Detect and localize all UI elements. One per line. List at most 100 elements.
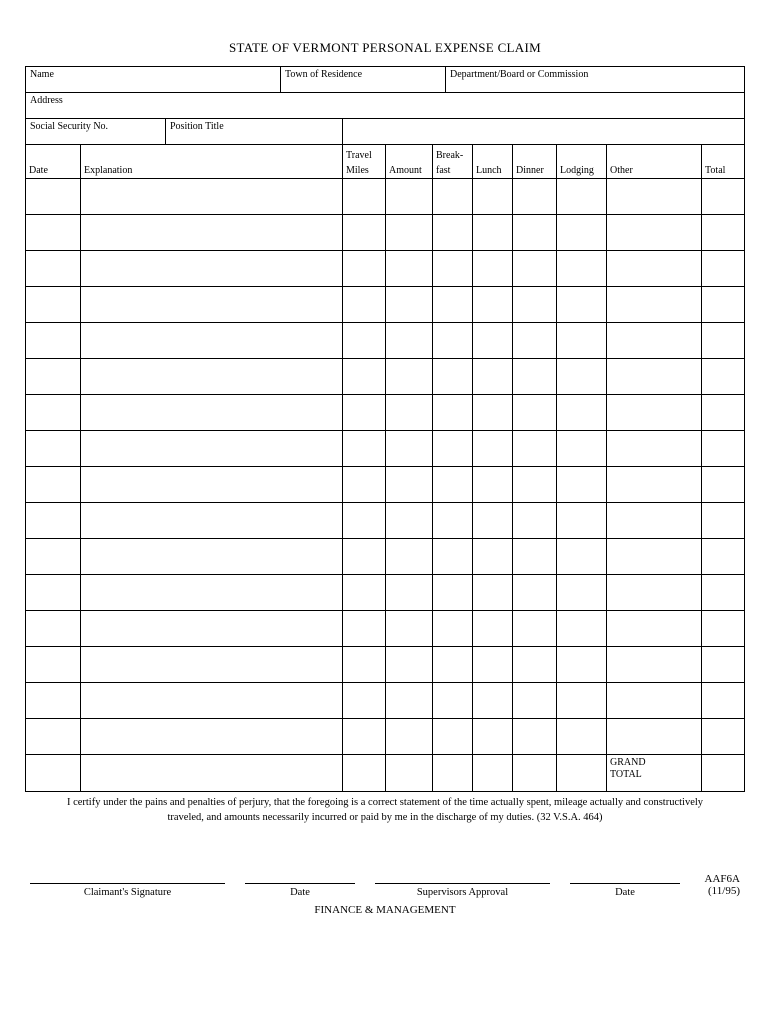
table-cell[interactable] bbox=[386, 287, 433, 322]
table-cell[interactable] bbox=[26, 467, 81, 502]
table-cell[interactable] bbox=[702, 251, 744, 286]
table-cell[interactable] bbox=[607, 431, 702, 466]
ssn-field[interactable]: Social Security No. bbox=[26, 119, 166, 144]
table-cell[interactable] bbox=[607, 287, 702, 322]
table-cell[interactable] bbox=[557, 251, 607, 286]
supervisor-approval[interactable]: Supervisors Approval bbox=[375, 883, 550, 898]
table-cell[interactable] bbox=[473, 611, 513, 646]
name-field[interactable]: Name bbox=[26, 67, 281, 92]
table-cell[interactable] bbox=[81, 287, 343, 322]
table-cell[interactable] bbox=[343, 287, 386, 322]
table-cell[interactable] bbox=[386, 575, 433, 610]
table-cell[interactable] bbox=[557, 575, 607, 610]
table-cell[interactable] bbox=[702, 359, 744, 394]
table-cell[interactable] bbox=[513, 359, 557, 394]
table-cell[interactable] bbox=[702, 467, 744, 502]
table-cell[interactable] bbox=[513, 719, 557, 754]
table-cell[interactable] bbox=[513, 251, 557, 286]
table-cell[interactable] bbox=[473, 215, 513, 250]
table-cell[interactable] bbox=[557, 287, 607, 322]
table-cell[interactable] bbox=[386, 431, 433, 466]
table-cell[interactable] bbox=[343, 395, 386, 430]
table-cell[interactable] bbox=[702, 179, 744, 214]
table-cell[interactable] bbox=[473, 467, 513, 502]
table-cell[interactable] bbox=[473, 575, 513, 610]
table-cell[interactable] bbox=[386, 755, 433, 791]
table-cell[interactable] bbox=[473, 683, 513, 718]
table-cell[interactable] bbox=[607, 467, 702, 502]
table-cell[interactable] bbox=[433, 683, 473, 718]
table-cell[interactable] bbox=[702, 755, 744, 791]
table-cell[interactable] bbox=[513, 611, 557, 646]
table-cell[interactable] bbox=[557, 755, 607, 791]
table-cell[interactable] bbox=[513, 467, 557, 502]
table-cell[interactable] bbox=[513, 395, 557, 430]
table-cell[interactable] bbox=[557, 683, 607, 718]
table-cell[interactable] bbox=[343, 359, 386, 394]
table-cell[interactable] bbox=[81, 719, 343, 754]
table-cell[interactable] bbox=[343, 575, 386, 610]
table-cell[interactable] bbox=[702, 215, 744, 250]
table-cell[interactable] bbox=[343, 647, 386, 682]
table-cell[interactable] bbox=[343, 719, 386, 754]
table-cell[interactable] bbox=[343, 539, 386, 574]
table-cell[interactable] bbox=[607, 359, 702, 394]
table-cell[interactable] bbox=[433, 611, 473, 646]
table-cell[interactable] bbox=[702, 575, 744, 610]
table-cell[interactable] bbox=[433, 287, 473, 322]
table-cell[interactable] bbox=[433, 755, 473, 791]
table-cell[interactable] bbox=[513, 431, 557, 466]
table-cell[interactable] bbox=[702, 503, 744, 538]
table-cell[interactable] bbox=[26, 251, 81, 286]
table-cell[interactable] bbox=[26, 611, 81, 646]
table-cell[interactable] bbox=[26, 683, 81, 718]
table-cell[interactable] bbox=[26, 431, 81, 466]
table-cell[interactable] bbox=[473, 647, 513, 682]
table-cell[interactable] bbox=[513, 179, 557, 214]
table-cell[interactable] bbox=[557, 179, 607, 214]
table-cell[interactable] bbox=[343, 467, 386, 502]
table-cell[interactable] bbox=[26, 323, 81, 358]
table-cell[interactable] bbox=[557, 215, 607, 250]
table-cell[interactable] bbox=[81, 647, 343, 682]
table-cell[interactable] bbox=[386, 215, 433, 250]
table-cell[interactable] bbox=[557, 719, 607, 754]
table-cell[interactable] bbox=[26, 719, 81, 754]
table-cell[interactable] bbox=[26, 215, 81, 250]
table-cell[interactable] bbox=[433, 719, 473, 754]
table-cell[interactable] bbox=[433, 215, 473, 250]
table-cell[interactable] bbox=[702, 611, 744, 646]
table-cell[interactable] bbox=[81, 611, 343, 646]
table-cell[interactable] bbox=[26, 287, 81, 322]
position-field[interactable]: Position Title bbox=[166, 119, 343, 144]
table-cell[interactable] bbox=[702, 287, 744, 322]
table-cell[interactable] bbox=[607, 683, 702, 718]
table-cell[interactable] bbox=[81, 359, 343, 394]
table-cell[interactable] bbox=[433, 359, 473, 394]
table-cell[interactable] bbox=[81, 503, 343, 538]
table-cell[interactable] bbox=[343, 215, 386, 250]
table-cell[interactable] bbox=[343, 251, 386, 286]
table-cell[interactable] bbox=[433, 647, 473, 682]
table-cell[interactable] bbox=[343, 611, 386, 646]
table-cell[interactable] bbox=[26, 503, 81, 538]
table-cell[interactable] bbox=[702, 647, 744, 682]
table-cell[interactable] bbox=[26, 395, 81, 430]
table-cell[interactable] bbox=[702, 431, 744, 466]
table-cell[interactable] bbox=[557, 503, 607, 538]
table-cell[interactable] bbox=[386, 647, 433, 682]
table-cell[interactable] bbox=[433, 179, 473, 214]
table-cell[interactable] bbox=[433, 467, 473, 502]
table-cell[interactable] bbox=[557, 647, 607, 682]
date-field-2[interactable]: Date bbox=[570, 883, 680, 898]
table-cell[interactable] bbox=[81, 467, 343, 502]
table-cell[interactable] bbox=[702, 539, 744, 574]
table-cell[interactable] bbox=[343, 755, 386, 791]
table-cell[interactable] bbox=[386, 467, 433, 502]
table-cell[interactable] bbox=[386, 683, 433, 718]
table-cell[interactable] bbox=[557, 359, 607, 394]
table-cell[interactable] bbox=[386, 323, 433, 358]
table-cell[interactable] bbox=[26, 647, 81, 682]
table-cell[interactable] bbox=[26, 575, 81, 610]
table-cell[interactable] bbox=[81, 395, 343, 430]
